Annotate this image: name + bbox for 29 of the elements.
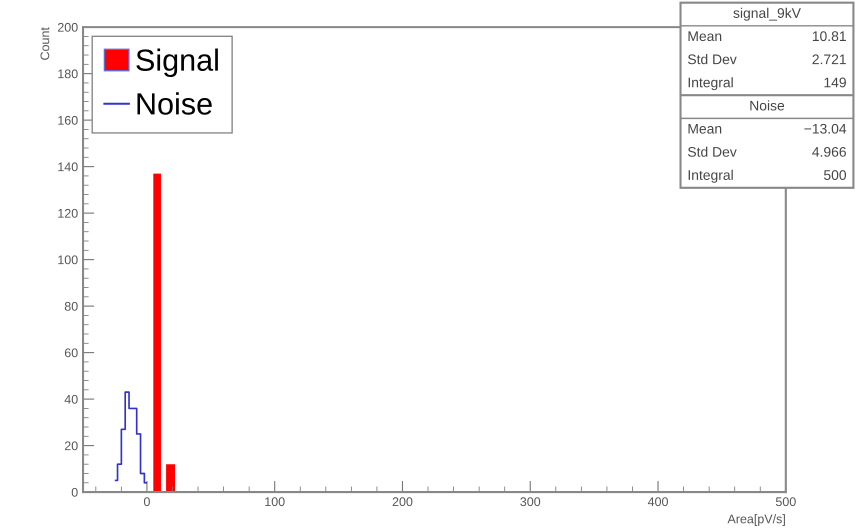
y-tick-label: 40 (64, 394, 78, 404)
text: Std Dev 4.966 (688, 146, 846, 157)
y-tick-label: 60 (64, 348, 78, 358)
x-tick-label: 100 (265, 497, 285, 506)
text: Std Dev 2.721 (688, 54, 846, 64)
y-tick-label: 160 (58, 116, 78, 125)
x-tick-label: 300 (520, 497, 540, 506)
y-tick-label: 180 (58, 69, 78, 78)
y-axis-title: Count (40, 27, 50, 60)
x-tick-label: 400 (648, 497, 668, 506)
y-tick-label: 200 (58, 22, 78, 32)
annotation: Noise (750, 100, 784, 111)
y-tick-label: 0 (72, 488, 78, 497)
y-tick-label: 20 (64, 441, 78, 450)
text: Mean −13.04 (688, 124, 846, 134)
y-tick-label: 120 (58, 208, 78, 218)
y-tick-label: 140 (58, 162, 78, 172)
x-tick-label: 0 (144, 497, 150, 506)
text: Mean 10.81 (688, 31, 846, 42)
x-axis-title: Area[pV/s] (727, 514, 785, 526)
y-tick-label: 100 (58, 255, 78, 264)
text: Integral 500 (688, 170, 846, 183)
y-tick-label: 80 (64, 302, 78, 311)
text: Integral 149 (688, 77, 846, 90)
legend-label: Noise (137, 92, 212, 115)
text: signal_9kV (733, 8, 801, 21)
x-tick-label: 200 (392, 497, 412, 506)
x-tick-label: 500 (776, 497, 796, 506)
legend-label: Signal (136, 48, 218, 78)
